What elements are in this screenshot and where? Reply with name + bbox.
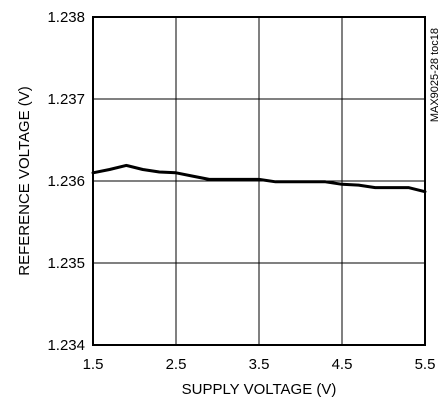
x-tick-label: 4.5 — [332, 356, 353, 373]
y-tick-label: 1.234 — [47, 337, 85, 354]
x-axis-ticks: 1.5 2.5 3.5 4.5 5.5 — [83, 356, 436, 373]
y-tick-label: 1.235 — [47, 255, 85, 272]
plot-area-frame — [92, 16, 426, 346]
figure-code-annotation: MAX9025-28 toc18 — [429, 28, 441, 122]
y-axis-ticks: 1.234 1.235 1.236 1.237 1.238 — [47, 9, 85, 354]
y-axis-title: REFERENCE VOLTAGE (V) — [16, 86, 33, 275]
y-tick-label: 1.238 — [47, 9, 85, 26]
grid — [93, 17, 425, 345]
y-tick-label: 1.236 — [47, 173, 85, 190]
x-tick-label: 2.5 — [166, 356, 187, 373]
y-tick-label: 1.237 — [47, 91, 85, 108]
series-layer — [91, 163, 427, 194]
series-line — [91, 163, 427, 194]
x-tick-label: 5.5 — [415, 356, 436, 373]
x-tick-label: 1.5 — [83, 356, 104, 373]
x-tick-label: 3.5 — [249, 356, 270, 373]
x-axis-title: SUPPLY VOLTAGE (V) — [182, 381, 337, 398]
